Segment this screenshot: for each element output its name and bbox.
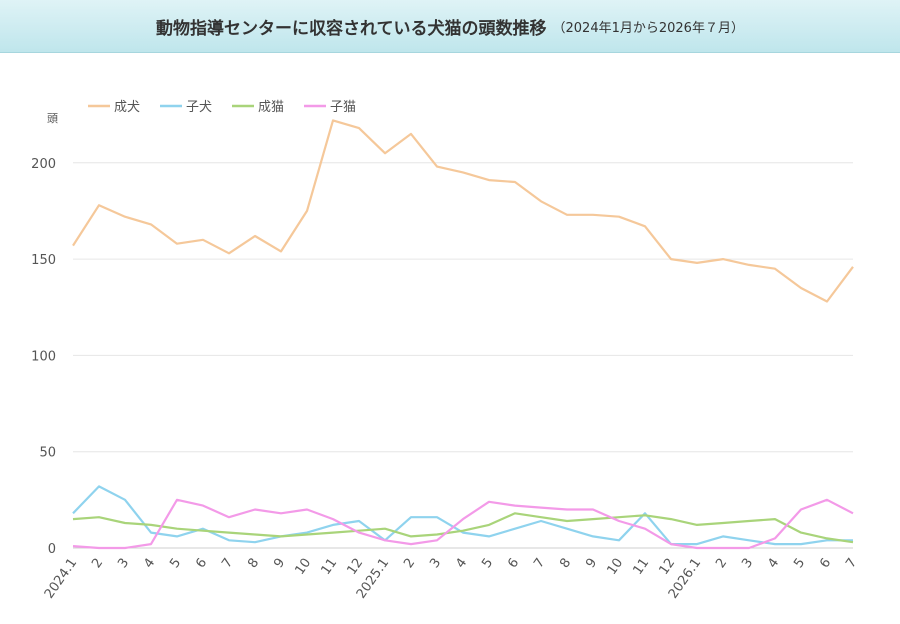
legend-label: 子猫 bbox=[330, 100, 356, 115]
x-tick-label: 6 bbox=[505, 556, 522, 571]
series-line bbox=[72, 498, 854, 550]
x-tick-label: 9 bbox=[271, 556, 288, 571]
y-axis-label: 頭 bbox=[47, 112, 58, 125]
x-tick-label: 2 bbox=[713, 556, 730, 571]
y-tick-label: 200 bbox=[31, 157, 56, 172]
x-tick-label: 9 bbox=[583, 556, 600, 571]
legend-label: 成猫 bbox=[258, 100, 284, 115]
y-tick-label: 100 bbox=[31, 349, 56, 364]
legend-label: 成犬 bbox=[114, 100, 140, 115]
x-tick-label: 4 bbox=[453, 556, 470, 571]
x-tick-label: 3 bbox=[427, 556, 444, 571]
series-line bbox=[72, 485, 853, 546]
x-tick-label: 6 bbox=[193, 556, 210, 571]
series-lines bbox=[72, 119, 854, 550]
x-tick-label: 5 bbox=[167, 556, 184, 571]
x-tick-label: 8 bbox=[557, 556, 574, 571]
x-tick-label: 7 bbox=[219, 556, 236, 571]
x-tick-label: 2 bbox=[89, 556, 106, 571]
chart-header: 動物指導センターに収容されている犬猫の頭数推移 （2024年1月から2026年７… bbox=[0, 0, 900, 53]
x-tick-label: 4 bbox=[141, 556, 158, 571]
x-tick-label: 12 bbox=[656, 556, 678, 578]
y-tick-label: 150 bbox=[31, 253, 56, 268]
grid-lines bbox=[73, 162, 853, 549]
series-line bbox=[72, 512, 854, 544]
x-tick-label: 10 bbox=[292, 556, 314, 578]
y-axis-ticks: 0 50 100 150 200 bbox=[31, 157, 56, 557]
x-tick-label: 3 bbox=[115, 556, 132, 571]
x-tick-label: 7 bbox=[843, 556, 860, 571]
x-tick-label: 2 bbox=[401, 556, 418, 571]
y-tick-label: 50 bbox=[39, 446, 56, 461]
x-tick-label: 4 bbox=[765, 556, 782, 571]
legend-label: 子犬 bbox=[186, 100, 212, 115]
x-tick-label: 7 bbox=[531, 556, 548, 571]
x-tick-label: 5 bbox=[791, 556, 808, 571]
chart-subtitle: （2024年1月から2026年７月） bbox=[552, 20, 744, 36]
x-tick-label: 3 bbox=[739, 556, 756, 571]
x-tick-label: 11 bbox=[630, 556, 652, 578]
x-tick-label: 2024.1 bbox=[42, 556, 80, 602]
x-tick-label: 11 bbox=[318, 556, 340, 578]
series-line bbox=[72, 119, 854, 303]
chart-title: 動物指導センターに収容されている犬猫の頭数推移 bbox=[156, 18, 547, 39]
y-tick-label: 0 bbox=[48, 542, 56, 557]
x-tick-label: 5 bbox=[479, 556, 496, 571]
x-tick-label: 8 bbox=[245, 556, 262, 571]
x-tick-label: 10 bbox=[604, 556, 626, 578]
legend: 成犬 子犬 成猫 子猫 bbox=[88, 100, 356, 115]
x-tick-label: 6 bbox=[817, 556, 834, 571]
x-tick-label: 12 bbox=[344, 556, 366, 578]
